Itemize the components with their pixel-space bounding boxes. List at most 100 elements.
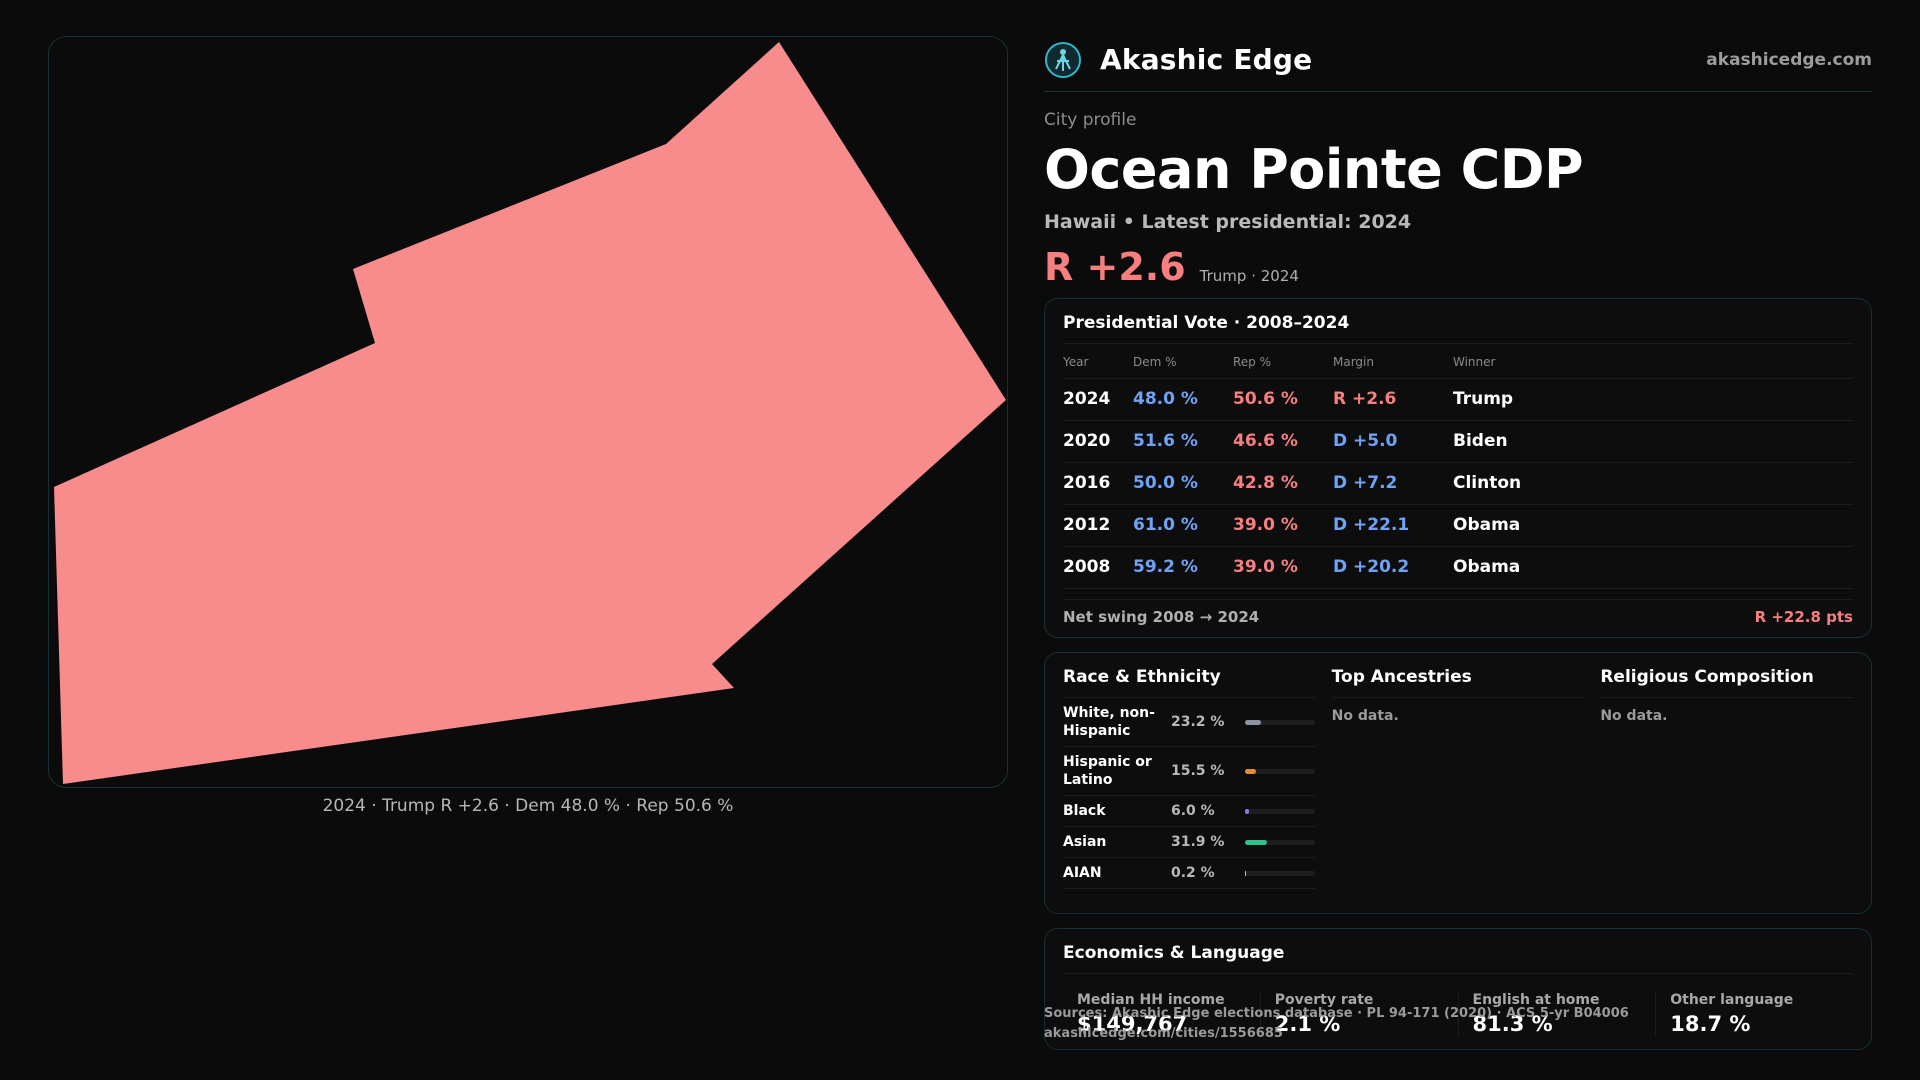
- cell-year: 2020: [1063, 420, 1133, 463]
- footer-url-link[interactable]: akashicedge.com/cities/1556685: [1044, 1026, 1283, 1041]
- race-name: AIAN: [1063, 865, 1102, 881]
- table-row: 2016 50.0 % 42.8 % D +7.2 Clinton: [1063, 462, 1853, 505]
- cell-margin: D +22.1: [1333, 504, 1453, 547]
- cell-rep: 39.0 %: [1233, 546, 1333, 589]
- race-bar-fill: [1245, 768, 1256, 774]
- econ-value: 81.3 %: [1472, 1012, 1553, 1036]
- page-title: Ocean Pointe CDP: [1044, 138, 1584, 201]
- cell-year: 2008: [1063, 546, 1133, 589]
- cell-winner: Biden: [1453, 420, 1853, 463]
- cell-margin: R +2.6: [1333, 378, 1453, 421]
- profile-subtitle: Hawaii • Latest presidential: 2024: [1044, 211, 1412, 233]
- presidential-vote-card: Presidential Vote · 2008–2024 Year Dem %…: [1044, 298, 1872, 638]
- econ-value: 18.7 %: [1670, 1012, 1751, 1036]
- district-map: [48, 36, 1008, 788]
- cell-dem: 48.0 %: [1133, 378, 1233, 421]
- table-row: 2012 61.0 % 39.0 % D +22.1 Obama: [1063, 504, 1853, 547]
- cell-rep: 39.0 %: [1233, 504, 1333, 547]
- column-header-winner: Winner: [1453, 346, 1853, 379]
- district-shape: [54, 42, 1006, 784]
- religion-title: Religious Composition: [1600, 667, 1854, 698]
- cell-year: 2024: [1063, 378, 1133, 421]
- race-row: White, non-Hispanic 23.2 %: [1063, 698, 1316, 747]
- brand-site-link[interactable]: akashicedge.com: [1706, 49, 1872, 70]
- cell-rep: 42.8 %: [1233, 462, 1333, 505]
- econ-cell-other-language: Other language 18.7 %: [1655, 992, 1853, 1036]
- econ-label: Other language: [1670, 992, 1794, 1008]
- race-bar-fill: [1245, 719, 1262, 725]
- table-row: 2024 48.0 % 50.6 % R +2.6 Trump: [1063, 378, 1853, 421]
- race-pct: 6.0 %: [1171, 803, 1215, 819]
- ancestries-empty: No data.: [1331, 708, 1399, 724]
- column-header-dem: Dem %: [1133, 346, 1233, 379]
- latest-margin-note: Trump · 2024: [1199, 267, 1299, 285]
- cell-dem: 51.6 %: [1133, 420, 1233, 463]
- latest-margin-value: R +2.6: [1044, 245, 1186, 289]
- race-name: Asian: [1063, 834, 1107, 850]
- net-swing-row: Net swing 2008 → 2024 R +22.8 pts: [1063, 598, 1853, 626]
- race-bar: [1245, 719, 1315, 725]
- cell-year: 2016: [1063, 462, 1133, 505]
- race-ethnicity-title: Race & Ethnicity: [1063, 667, 1316, 698]
- ancestries-title: Top Ancestries: [1331, 667, 1585, 698]
- race-ethnicity-section: Race & Ethnicity White, non-Hispanic 23.…: [1063, 667, 1316, 899]
- race-bar: [1245, 808, 1315, 814]
- econ-label: Median HH income: [1077, 992, 1225, 1008]
- race-pct: 15.5 %: [1171, 763, 1225, 779]
- latest-margin: R +2.6 Trump · 2024: [1044, 245, 1872, 289]
- column-header-margin: Margin: [1333, 346, 1453, 379]
- economics-card: Economics & Language Median HH income $1…: [1044, 928, 1872, 1050]
- cell-winner: Clinton: [1453, 462, 1853, 505]
- cell-winner: Obama: [1453, 504, 1853, 547]
- column-header-year: Year: [1063, 346, 1133, 379]
- race-name: Black: [1063, 803, 1106, 819]
- econ-value: 2.1 %: [1274, 1012, 1341, 1036]
- presidential-vote-table: Year Dem % Rep % Margin Winner 2024 48.0…: [1063, 346, 1853, 589]
- cell-margin: D +20.2: [1333, 546, 1453, 589]
- race-row: AIAN 0.2 %: [1063, 858, 1316, 889]
- map-caption: 2024 · Trump R +2.6 · Dem 48.0 % · Rep 5…: [322, 796, 734, 816]
- cell-dem: 50.0 %: [1133, 462, 1233, 505]
- race-row: Asian 31.9 %: [1063, 827, 1316, 858]
- cell-year: 2012: [1063, 504, 1133, 547]
- cell-winner: Obama: [1453, 546, 1853, 589]
- net-swing-value: R +22.8 pts: [1754, 607, 1853, 626]
- race-bar: [1245, 839, 1315, 845]
- presidential-vote-title: Presidential Vote · 2008–2024: [1063, 313, 1853, 344]
- econ-label: Poverty rate: [1274, 992, 1374, 1008]
- economics-grid: Median HH income $149,767 Poverty rate 2…: [1063, 992, 1853, 1036]
- brand-row: Akashic Edge akashicedge.com: [1044, 36, 1872, 92]
- profile-eyebrow: City profile: [1044, 110, 1137, 130]
- religion-empty: No data.: [1600, 708, 1668, 724]
- column-header-rep: Rep %: [1233, 346, 1333, 379]
- district-map-svg: [54, 42, 1006, 784]
- brand-name: Akashic Edge: [1100, 43, 1313, 76]
- ancestries-section: Top Ancestries No data.: [1331, 667, 1585, 899]
- cell-winner: Trump: [1453, 378, 1853, 421]
- cell-margin: D +7.2: [1333, 462, 1453, 505]
- race-name: White, non-Hispanic: [1063, 705, 1155, 739]
- race-pct: 31.9 %: [1171, 834, 1225, 850]
- footer: Sources: Akashic Edge elections database…: [1044, 1004, 1629, 1044]
- race-bar: [1245, 768, 1315, 774]
- net-swing-label: Net swing 2008 → 2024: [1063, 607, 1260, 626]
- race-row: Black 6.0 %: [1063, 796, 1316, 827]
- akashic-edge-logo-icon: [1044, 41, 1082, 79]
- cell-dem: 61.0 %: [1133, 504, 1233, 547]
- cell-rep: 50.6 %: [1233, 378, 1333, 421]
- econ-cell-poverty: Poverty rate 2.1 %: [1259, 992, 1458, 1036]
- econ-cell-income: Median HH income $149,767: [1063, 992, 1260, 1036]
- economics-title: Economics & Language: [1063, 943, 1853, 974]
- demographics-card: Race & Ethnicity White, non-Hispanic 23.…: [1044, 652, 1872, 914]
- footer-source: Sources: Akashic Edge elections database…: [1044, 1006, 1629, 1021]
- cell-margin: D +5.0: [1333, 420, 1453, 463]
- race-bar-fill: [1245, 808, 1250, 814]
- race-pct: 0.2 %: [1171, 865, 1215, 881]
- econ-cell-english: English at home 81.3 %: [1457, 992, 1656, 1036]
- race-bar: [1245, 870, 1315, 876]
- cell-rep: 46.6 %: [1233, 420, 1333, 463]
- table-row: 2008 59.2 % 39.0 % D +20.2 Obama: [1063, 546, 1853, 589]
- cell-dem: 59.2 %: [1133, 546, 1233, 589]
- table-row: 2020 51.6 % 46.6 % D +5.0 Biden: [1063, 420, 1853, 463]
- race-row: Hispanic or Latino 15.5 %: [1063, 747, 1316, 796]
